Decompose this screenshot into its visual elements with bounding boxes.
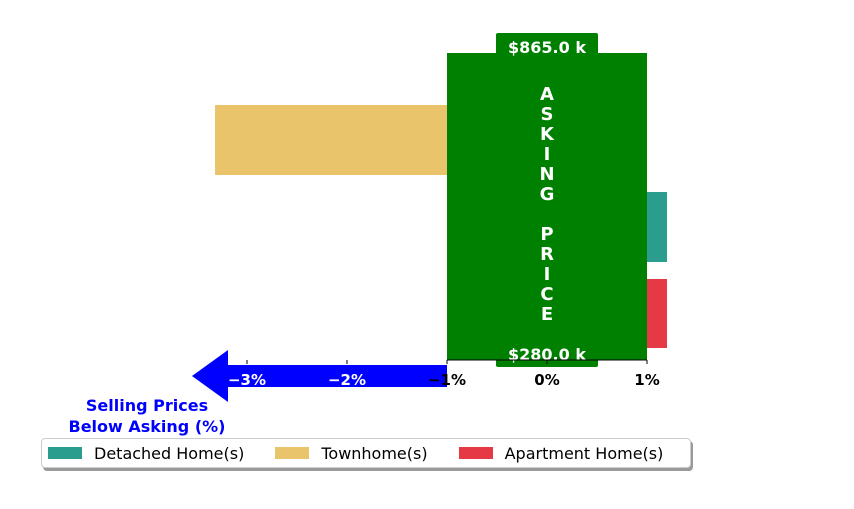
x-tick-label: −3%: [228, 371, 266, 389]
legend-item-apartment: Apartment Home(s): [458, 443, 664, 463]
below-asking-arrow: [192, 350, 447, 402]
asking-price-letter: E: [541, 304, 553, 325]
below-asking-annotation: Selling Prices: [86, 396, 208, 415]
asking-price-letter: A: [540, 84, 554, 105]
legend-swatch-apartment: [458, 447, 493, 459]
asking-price-letter: N: [539, 164, 554, 185]
top-price-label-box: [496, 33, 598, 60]
legend-label-apartment: Apartment Home(s): [504, 443, 664, 463]
asking-price-letter: P: [540, 224, 553, 245]
top-price-label: $865.0 k: [496, 33, 598, 60]
below-asking-annotation: Below Asking (%): [69, 417, 226, 436]
x-tick-label: −2%: [328, 371, 366, 389]
asking-price-band: [447, 53, 647, 360]
legend-item-townhome: Townhome(s): [275, 443, 428, 463]
legend-swatch-detached: [48, 447, 82, 459]
asking-price-letter: I: [544, 144, 551, 165]
asking-price-letter: K: [540, 124, 555, 145]
x-tick-label: −1%: [428, 371, 466, 389]
legend-label-townhome: Townhome(s): [321, 443, 428, 463]
asking-price-letter: C: [540, 284, 553, 305]
asking-price-letter: G: [540, 184, 555, 205]
asking-price-letter: S: [541, 104, 554, 125]
legend-item-detached: Detached Home(s): [48, 444, 244, 463]
legend: Detached Home(s) Townhome(s) Apartment H…: [41, 438, 691, 468]
top-price-label-text: $865.0 k: [508, 38, 586, 57]
asking-price-letter: I: [544, 264, 551, 285]
legend-label-detached: Detached Home(s): [94, 443, 245, 463]
asking-price-letter: R: [540, 244, 554, 265]
bottom-price-label-text: $280.0 k: [508, 345, 586, 364]
x-tick-label: 1%: [634, 371, 659, 389]
legend-swatch-townhome: [275, 447, 310, 459]
x-tick-label: 0%: [534, 371, 559, 389]
